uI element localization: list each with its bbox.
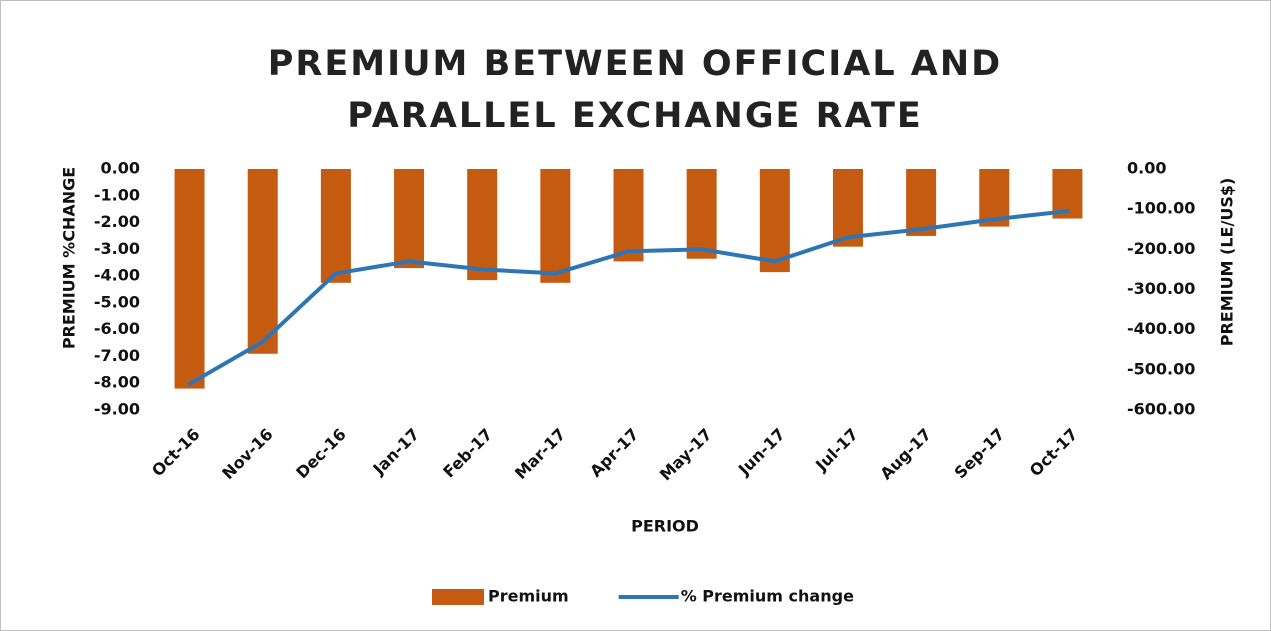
y2-tick-label: -600.00 xyxy=(1127,400,1195,419)
x-tick-label: Jan-17 xyxy=(369,425,423,479)
bar xyxy=(906,169,937,236)
legend-label: % Premium change xyxy=(681,587,854,606)
bar xyxy=(759,169,790,273)
bar xyxy=(467,169,498,281)
y-tick-label: -1.00 xyxy=(94,185,140,204)
line xyxy=(187,209,1070,386)
x-tick-label: Apr-17 xyxy=(586,425,642,481)
x-tick-label: Dec-16 xyxy=(292,425,350,483)
legend-swatch xyxy=(432,589,484,605)
y-tick-label: 0.00 xyxy=(101,159,140,178)
x-tick-label: Oct-17 xyxy=(1026,425,1082,481)
y-tick-label: -8.00 xyxy=(94,373,140,392)
bar xyxy=(832,169,863,247)
x-axis-title: PERIOD xyxy=(631,517,699,536)
y-tick-label: -7.00 xyxy=(94,346,140,365)
y2-tick-label: -300.00 xyxy=(1127,279,1195,298)
x-tick-label: Mar-17 xyxy=(511,425,569,483)
y2-tick-label: 0.00 xyxy=(1127,159,1166,178)
bar xyxy=(613,169,644,262)
y2-tick-label: -400.00 xyxy=(1127,319,1195,338)
y-axis-title: PREMIUM %CHANGE xyxy=(60,167,79,349)
legend-label: Premium xyxy=(488,587,569,606)
bar xyxy=(540,169,571,283)
x-tick-label: Aug-17 xyxy=(876,425,935,484)
x-tick-label: Feb-17 xyxy=(439,425,496,482)
bar xyxy=(174,169,205,389)
chart-title: PREMIUM BETWEEN OFFICIAL AND PARALLEL EX… xyxy=(267,44,1003,136)
y-tick-label: -2.00 xyxy=(94,212,140,231)
x-tick-label: Oct-16 xyxy=(148,425,204,481)
bar xyxy=(686,169,717,259)
x-tick-label: May-17 xyxy=(656,425,716,485)
y2-axis-title: PREMIUM (LE/US$) xyxy=(1218,178,1237,347)
bar xyxy=(320,169,351,283)
y2-tick-label: -100.00 xyxy=(1127,199,1195,218)
x-tick-label: Jun-17 xyxy=(734,425,789,480)
x-tick-label: Jul-17 xyxy=(811,425,862,476)
y-tick-label: -5.00 xyxy=(94,292,140,311)
x-tick-label: Sep-17 xyxy=(950,425,1008,483)
y-tick-label: -6.00 xyxy=(94,319,140,338)
y2-tick-label: -500.00 xyxy=(1127,359,1195,378)
x-tick-label: Nov-16 xyxy=(218,425,276,483)
bar xyxy=(247,169,278,354)
bar xyxy=(394,169,425,269)
y-tick-label: -9.00 xyxy=(94,400,140,419)
y-tick-label: -4.00 xyxy=(94,266,140,285)
y-tick-label: -3.00 xyxy=(94,239,140,258)
y2-tick-label: -200.00 xyxy=(1127,239,1195,258)
